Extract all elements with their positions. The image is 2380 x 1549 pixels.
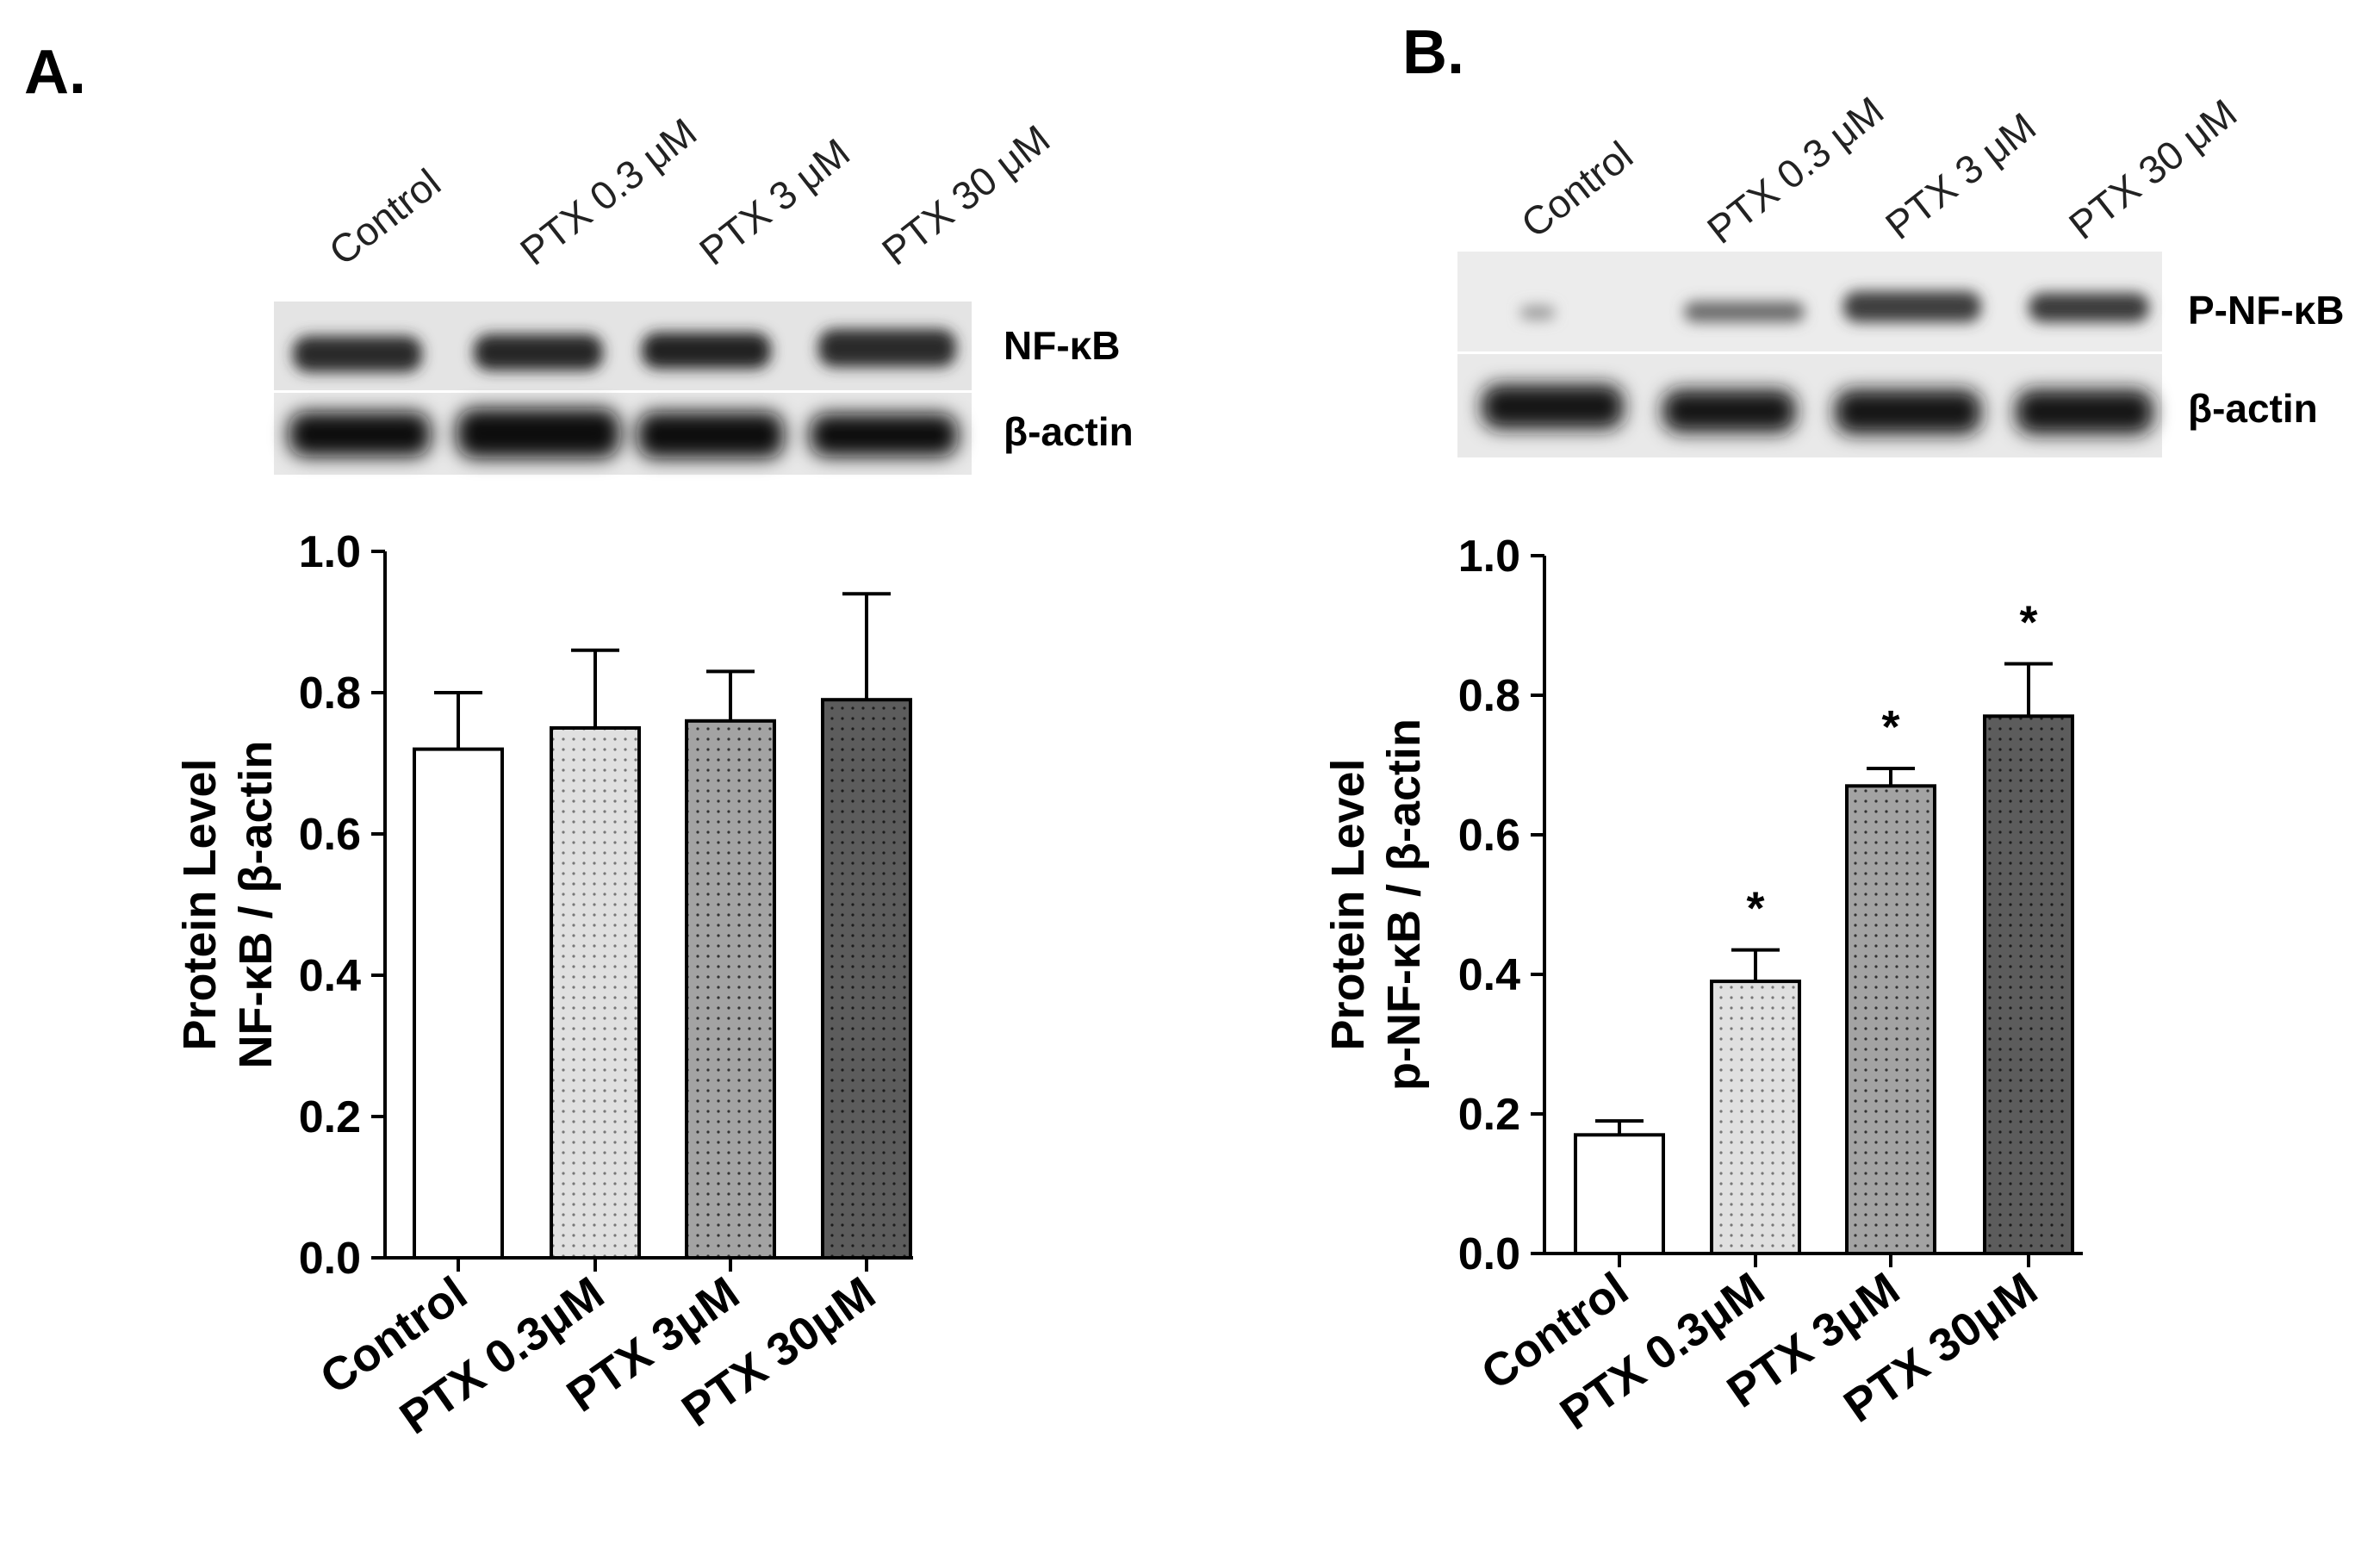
- band-pnfkb: [1684, 302, 1805, 322]
- blot-a-lane-label: PTX 0.3 μM: [512, 109, 705, 274]
- band-nfkb: [642, 333, 771, 369]
- significance-marker: *: [1746, 883, 1764, 935]
- blot-a-lane-label: PTX 30 μM: [873, 116, 1058, 274]
- y-axis-label: Protein Level: [1322, 758, 1374, 1050]
- y-axis-label: NF-κB / β-actin: [230, 740, 282, 1068]
- bar: [1574, 1133, 1665, 1256]
- bar: [1710, 980, 1801, 1255]
- bar: [1983, 714, 2074, 1255]
- panel-b-letter: B.: [1402, 18, 1464, 87]
- y-axis-label: p-NF-κB / β-actin: [1378, 719, 1430, 1091]
- y-tick-label: 0.8: [1458, 671, 1520, 721]
- bar: [550, 726, 641, 1260]
- y-tick-label: 1.0: [1458, 532, 1520, 582]
- panel-b: B. Control PTX 0.3 μM PTX 3 μM PTX 30 μM…: [1322, 18, 2345, 1440]
- band-label-actin: β-actin: [2188, 386, 2318, 431]
- y-tick-label: 0.0: [299, 1234, 361, 1284]
- bar: [821, 698, 912, 1260]
- band-actin: [289, 412, 431, 457]
- band-label-actin: β-actin: [1004, 409, 1134, 454]
- y-tick-label: 1.0: [299, 527, 361, 577]
- y-tick-label: 0.0: [1458, 1229, 1520, 1279]
- band-pnfkb: [2029, 293, 2149, 322]
- y-tick-label: 0.8: [299, 669, 361, 719]
- panel-a: A. Control PTX 0.3 μM PTX 3 μM PTX 30 μM…: [24, 38, 1134, 1444]
- bar: [685, 719, 776, 1260]
- band-actin: [1482, 384, 1624, 429]
- blot-b-lane-label: PTX 0.3 μM: [1699, 88, 1892, 252]
- band-pnfkb: [1520, 306, 1555, 320]
- y-tick-label: 0.2: [299, 1092, 361, 1142]
- band-actin: [1835, 389, 1981, 434]
- y-tick-label: 0.6: [299, 810, 361, 860]
- band-pnfkb: [1843, 291, 1981, 322]
- blot-b-lane-label: PTX 30 μM: [2060, 90, 2245, 248]
- band-actin: [810, 414, 958, 457]
- band-actin: [1662, 389, 1796, 432]
- band-actin: [457, 408, 620, 458]
- panel-a-letter: A.: [24, 38, 86, 107]
- bar-chart-a: 0.0 0.2 0.4 0.6 0.8 1.0 Protein Level NF-κB / β…: [174, 527, 913, 1444]
- band-nfkb: [474, 334, 603, 370]
- y-axis-label: Protein Level: [174, 758, 226, 1050]
- significance-marker: *: [1881, 701, 1899, 753]
- western-blot-a: [274, 302, 972, 475]
- band-nfkb: [818, 329, 956, 367]
- y-tick-label: 0.6: [1458, 811, 1520, 861]
- blot-b-lane-label: PTX 3 μM: [1877, 103, 2044, 247]
- y-tick-label: 0.4: [299, 951, 361, 1001]
- blot-a-lane-label: Control: [320, 160, 449, 274]
- y-tick-label: 0.2: [1458, 1090, 1520, 1140]
- bar-chart-b: 0.0 0.2 0.4 0.6 0.8 1.0 Protein Level p-NF-κB /…: [1322, 532, 2083, 1440]
- band-label-nfkb: NF-κB: [1004, 323, 1121, 368]
- band-actin: [2016, 389, 2153, 434]
- western-blot-b: [1457, 252, 2162, 457]
- band-nfkb: [293, 336, 422, 372]
- blot-b-lane-label: Control: [1513, 133, 1641, 246]
- bar: [1845, 784, 1936, 1255]
- y-tick-label: 0.4: [1458, 950, 1520, 1000]
- blot-a-lane-label: PTX 3 μM: [691, 129, 858, 273]
- band-actin: [637, 412, 784, 458]
- band-label-pnfkb: P-NF-κB: [2188, 288, 2345, 333]
- bar: [413, 747, 504, 1260]
- significance-marker: *: [2019, 597, 2037, 649]
